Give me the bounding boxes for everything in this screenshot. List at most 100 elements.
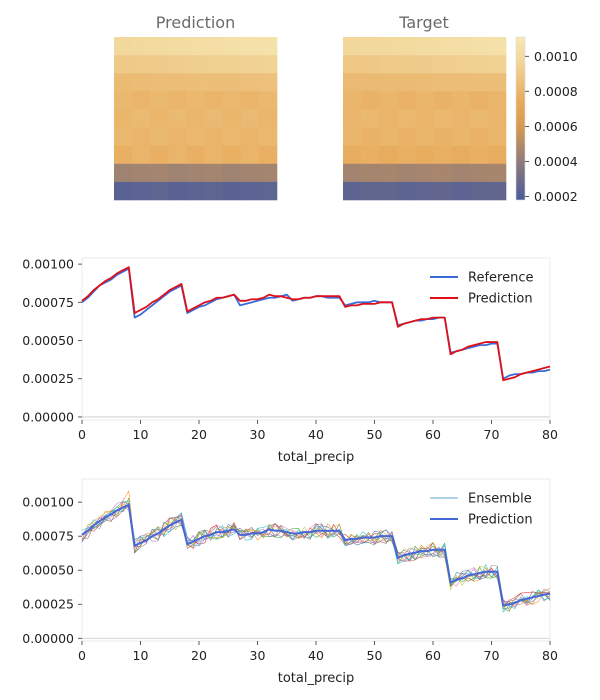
heatmap-cell <box>487 127 507 146</box>
legend: Reference Prediction <box>430 271 533 307</box>
heatmap-cell <box>451 181 471 201</box>
x-tick-label: 80 <box>542 427 558 442</box>
heatmap-cell <box>150 163 169 183</box>
heatmap-cell <box>451 163 471 183</box>
heatmap-cell <box>132 37 151 56</box>
series-ensemble-member <box>81 497 551 612</box>
heatmap-cell <box>240 145 260 165</box>
y-tick-label: 0.00025 <box>22 597 74 612</box>
x-tick-label: 60 <box>425 427 441 442</box>
x-tick-label: 0 <box>78 427 86 442</box>
heatmap-cell <box>150 181 169 201</box>
heatmap-cell <box>361 145 380 165</box>
y-tick-label: 0.00100 <box>22 257 74 272</box>
heatmap-cell <box>379 37 398 56</box>
heatmap-cell <box>379 145 398 165</box>
heatmap-cell <box>487 91 507 110</box>
heatmap-cell <box>343 73 362 92</box>
heatmap-cell <box>114 109 133 128</box>
heatmap-cell <box>415 91 434 110</box>
heatmap-cell <box>168 127 187 146</box>
colorbar-tick-label: 0.0004 <box>534 154 578 169</box>
heatmap-cell <box>258 55 278 74</box>
heatmap-cell <box>150 55 169 74</box>
x-tick-label: 80 <box>542 648 558 663</box>
heatmap-cell <box>222 145 242 165</box>
heatmap-cell <box>397 181 416 201</box>
x-tick-label: 70 <box>484 427 500 442</box>
heatmap-cell <box>222 109 242 128</box>
heatmap-target: Target <box>343 13 507 201</box>
heatmap-cell <box>343 145 362 165</box>
heatmap-cell <box>433 37 452 56</box>
colorbar-tick-label: 0.0006 <box>534 119 578 134</box>
heatmap-cell <box>132 127 151 146</box>
heatmap-cell <box>397 109 416 128</box>
x-tick-label: 30 <box>250 427 266 442</box>
heatmap-cell <box>415 163 434 183</box>
heatmap-cell <box>258 37 278 56</box>
y-tick-label: 0.00000 <box>22 409 74 424</box>
heatmap-cell <box>114 145 133 165</box>
heatmap-cell <box>186 127 205 146</box>
heatmap-cell <box>114 91 133 110</box>
y-tick-label: 0.00075 <box>22 295 74 310</box>
heatmap-cell <box>132 55 151 74</box>
colorbar-gradient <box>515 36 526 201</box>
series-ensemble-member <box>81 503 551 610</box>
x-tick-label: 30 <box>250 648 266 663</box>
heatmap-cell <box>186 145 205 165</box>
heatmap-cell <box>204 163 223 183</box>
heatmap-cell <box>487 145 507 165</box>
heatmap-cell <box>451 73 471 92</box>
heatmap-cell <box>186 109 205 128</box>
heatmap-cell <box>415 73 434 92</box>
heatmap-cell <box>258 127 278 146</box>
heatmap-title: Target <box>398 13 449 32</box>
heatmap-cell <box>240 55 260 74</box>
heatmap-cell <box>343 109 362 128</box>
x-tick-label: 0 <box>78 648 86 663</box>
heatmap-cell <box>469 127 489 146</box>
heatmap-cell <box>343 55 362 74</box>
heatmap-cell <box>168 163 187 183</box>
line-chart-ensemble: total_precip Ensemble Prediction 0 10 20 30… <box>22 478 558 686</box>
heatmap-cell <box>397 55 416 74</box>
heatmap-cell <box>361 163 380 183</box>
heatmap-cell <box>487 181 507 201</box>
heatmap-cell <box>150 109 169 128</box>
heatmap-cell <box>132 181 151 201</box>
heatmap-cell <box>397 73 416 92</box>
heatmap-cell <box>150 37 169 56</box>
heatmap-cell <box>114 73 133 92</box>
y-tick-label: 0.00000 <box>22 631 74 646</box>
heatmap-cell <box>361 127 380 146</box>
heatmap-cell <box>415 37 434 56</box>
heatmap-cell <box>361 109 380 128</box>
heatmap-cell <box>415 55 434 74</box>
x-tick-label: 60 <box>425 648 441 663</box>
heatmap-cell <box>132 163 151 183</box>
heatmap-cell <box>469 181 489 201</box>
heatmap-cell <box>415 127 434 146</box>
x-tick-label: 40 <box>308 427 324 442</box>
heatmap-cell <box>415 109 434 128</box>
heatmap-cell <box>204 73 223 92</box>
heatmap-cell <box>168 55 187 74</box>
heatmap-cell <box>258 73 278 92</box>
heatmap-cell <box>240 91 260 110</box>
heatmap-cell <box>222 55 242 74</box>
heatmap-cell <box>204 109 223 128</box>
heatmap-cell <box>114 181 133 201</box>
heatmap-cell <box>168 37 187 56</box>
heatmap-cell <box>469 55 489 74</box>
heatmap-cell <box>150 145 169 165</box>
heatmap-cell <box>469 73 489 92</box>
x-axis-label: total_precip <box>278 671 355 686</box>
heatmap-cell <box>487 109 507 128</box>
heatmap-cell <box>469 109 489 128</box>
heatmap-cell <box>379 73 398 92</box>
heatmap-cell <box>168 109 187 128</box>
colorbar-tick-label: 0.0010 <box>534 49 578 64</box>
x-tick-label: 40 <box>308 648 324 663</box>
